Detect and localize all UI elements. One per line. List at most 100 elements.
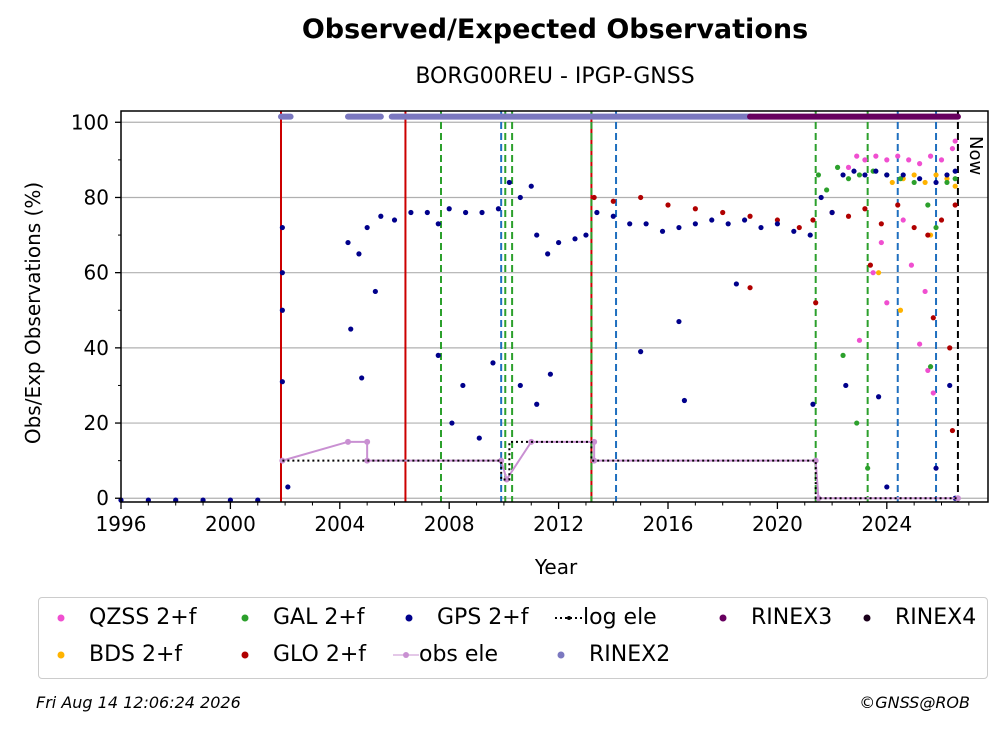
legend-label: BDS 2+f: [89, 642, 183, 667]
data-point: [556, 239, 562, 246]
data-point: [796, 224, 802, 231]
data-point: [829, 209, 835, 216]
chart-plot: 0 20 40 60 80 100 1996 2000 2004 2008 2012 2016 2020…: [21, 110, 989, 579]
x-tick-label: 2012: [533, 512, 584, 536]
data-point: [824, 187, 830, 193]
data-point: [875, 270, 882, 276]
data-point: [534, 232, 540, 238]
data-point: [897, 307, 904, 313]
legend-line-icon: [393, 652, 419, 658]
series-line: [282, 440, 958, 500]
data-point: [498, 457, 505, 464]
data-point: [840, 172, 846, 178]
timestamp: Fri Aug 14 12:06:24 2026: [36, 693, 241, 712]
x-tick-label: 2020: [752, 512, 803, 536]
legend-marker-icon: [241, 651, 249, 659]
data-point: [495, 206, 502, 212]
data-point: [435, 221, 441, 227]
data-point: [391, 217, 398, 223]
x-tick-label: 2000: [205, 512, 256, 536]
data-point: [517, 382, 523, 389]
legend-label: GLO 2+f: [273, 642, 367, 667]
x-axis-label: Year: [534, 555, 578, 579]
data-point: [741, 217, 748, 223]
data-point: [952, 138, 958, 144]
legend: QZSS 2+f GAL 2+f GPS 2+f log ele RINEX3 …: [38, 597, 988, 679]
legend-marker-icon: [57, 651, 65, 659]
data-point: [517, 194, 523, 201]
chart-title: Observed/Expected Observations: [301, 14, 809, 45]
data-point: [952, 183, 958, 189]
data-point: [856, 337, 863, 343]
y-tick-label: 20: [84, 411, 109, 435]
data-point: [933, 224, 939, 231]
data-point: [930, 315, 936, 321]
data-point: [348, 326, 354, 332]
data-point: [345, 239, 351, 246]
data-point: [627, 221, 633, 227]
data-point: [845, 176, 852, 182]
data-point: [818, 194, 824, 201]
data-point: [583, 232, 589, 238]
data-point: [364, 457, 371, 464]
data-point: [884, 300, 890, 306]
data-point: [449, 420, 455, 426]
data-point: [345, 438, 352, 445]
legend-label: RINEX2: [589, 642, 671, 667]
data-point: [854, 153, 860, 159]
data-point: [692, 206, 698, 212]
data-point: [424, 209, 430, 216]
data-point: [911, 224, 917, 231]
data-point: [279, 307, 285, 313]
data-point: [933, 172, 939, 178]
data-point: [791, 228, 797, 234]
data-point: [933, 179, 939, 186]
data-point: [840, 352, 846, 358]
data-point: [460, 382, 466, 389]
data-point: [643, 221, 649, 227]
data-point: [774, 217, 781, 223]
data-point: [490, 360, 496, 366]
x-tick-label: 2004: [314, 512, 365, 536]
data-point: [506, 179, 512, 186]
data-point: [479, 209, 485, 216]
data-point: [867, 262, 873, 268]
data-point: [747, 285, 753, 291]
data-point: [908, 262, 915, 268]
data-point: [709, 217, 715, 223]
data-point: [279, 224, 285, 231]
data-point: [812, 457, 819, 464]
data-point: [843, 382, 849, 389]
data-point: [594, 209, 600, 216]
x-tick-label: 2008: [424, 512, 475, 536]
data-point: [938, 157, 945, 163]
data-point: [446, 206, 452, 212]
y-tick-label: 100: [71, 110, 109, 134]
data-point: [944, 172, 950, 178]
data-point: [938, 217, 945, 223]
data-point: [862, 206, 868, 212]
data-point: [659, 228, 666, 234]
data-point: [947, 382, 953, 389]
data-point: [378, 213, 384, 219]
data-point: [285, 484, 291, 490]
series-line: [282, 440, 958, 500]
data-point: [873, 168, 879, 174]
y-tick-label: 40: [84, 336, 109, 360]
data-point: [878, 239, 884, 246]
data-point: [408, 209, 414, 216]
data-point: [862, 157, 868, 163]
legend-label: RINEX3: [751, 605, 833, 630]
data-point: [503, 476, 510, 483]
legend-marker-icon: [57, 614, 65, 622]
legend-marker-icon: [863, 614, 871, 622]
data-point: [944, 176, 950, 182]
data-point: [547, 371, 553, 377]
data-point: [927, 153, 934, 159]
legend-marker-icon: [405, 614, 413, 622]
data-point: [463, 209, 469, 216]
data-point: [681, 397, 688, 404]
data-point: [952, 202, 958, 208]
data-point: [720, 209, 726, 216]
data-point: [949, 427, 956, 434]
